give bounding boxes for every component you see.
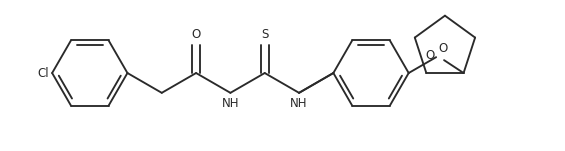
Text: O: O: [425, 49, 434, 62]
Text: NH: NH: [221, 97, 239, 110]
Text: NH: NH: [290, 97, 308, 110]
Text: O: O: [192, 28, 201, 41]
Text: Cl: Cl: [37, 67, 49, 80]
Text: S: S: [261, 28, 268, 41]
Text: O: O: [438, 42, 447, 55]
